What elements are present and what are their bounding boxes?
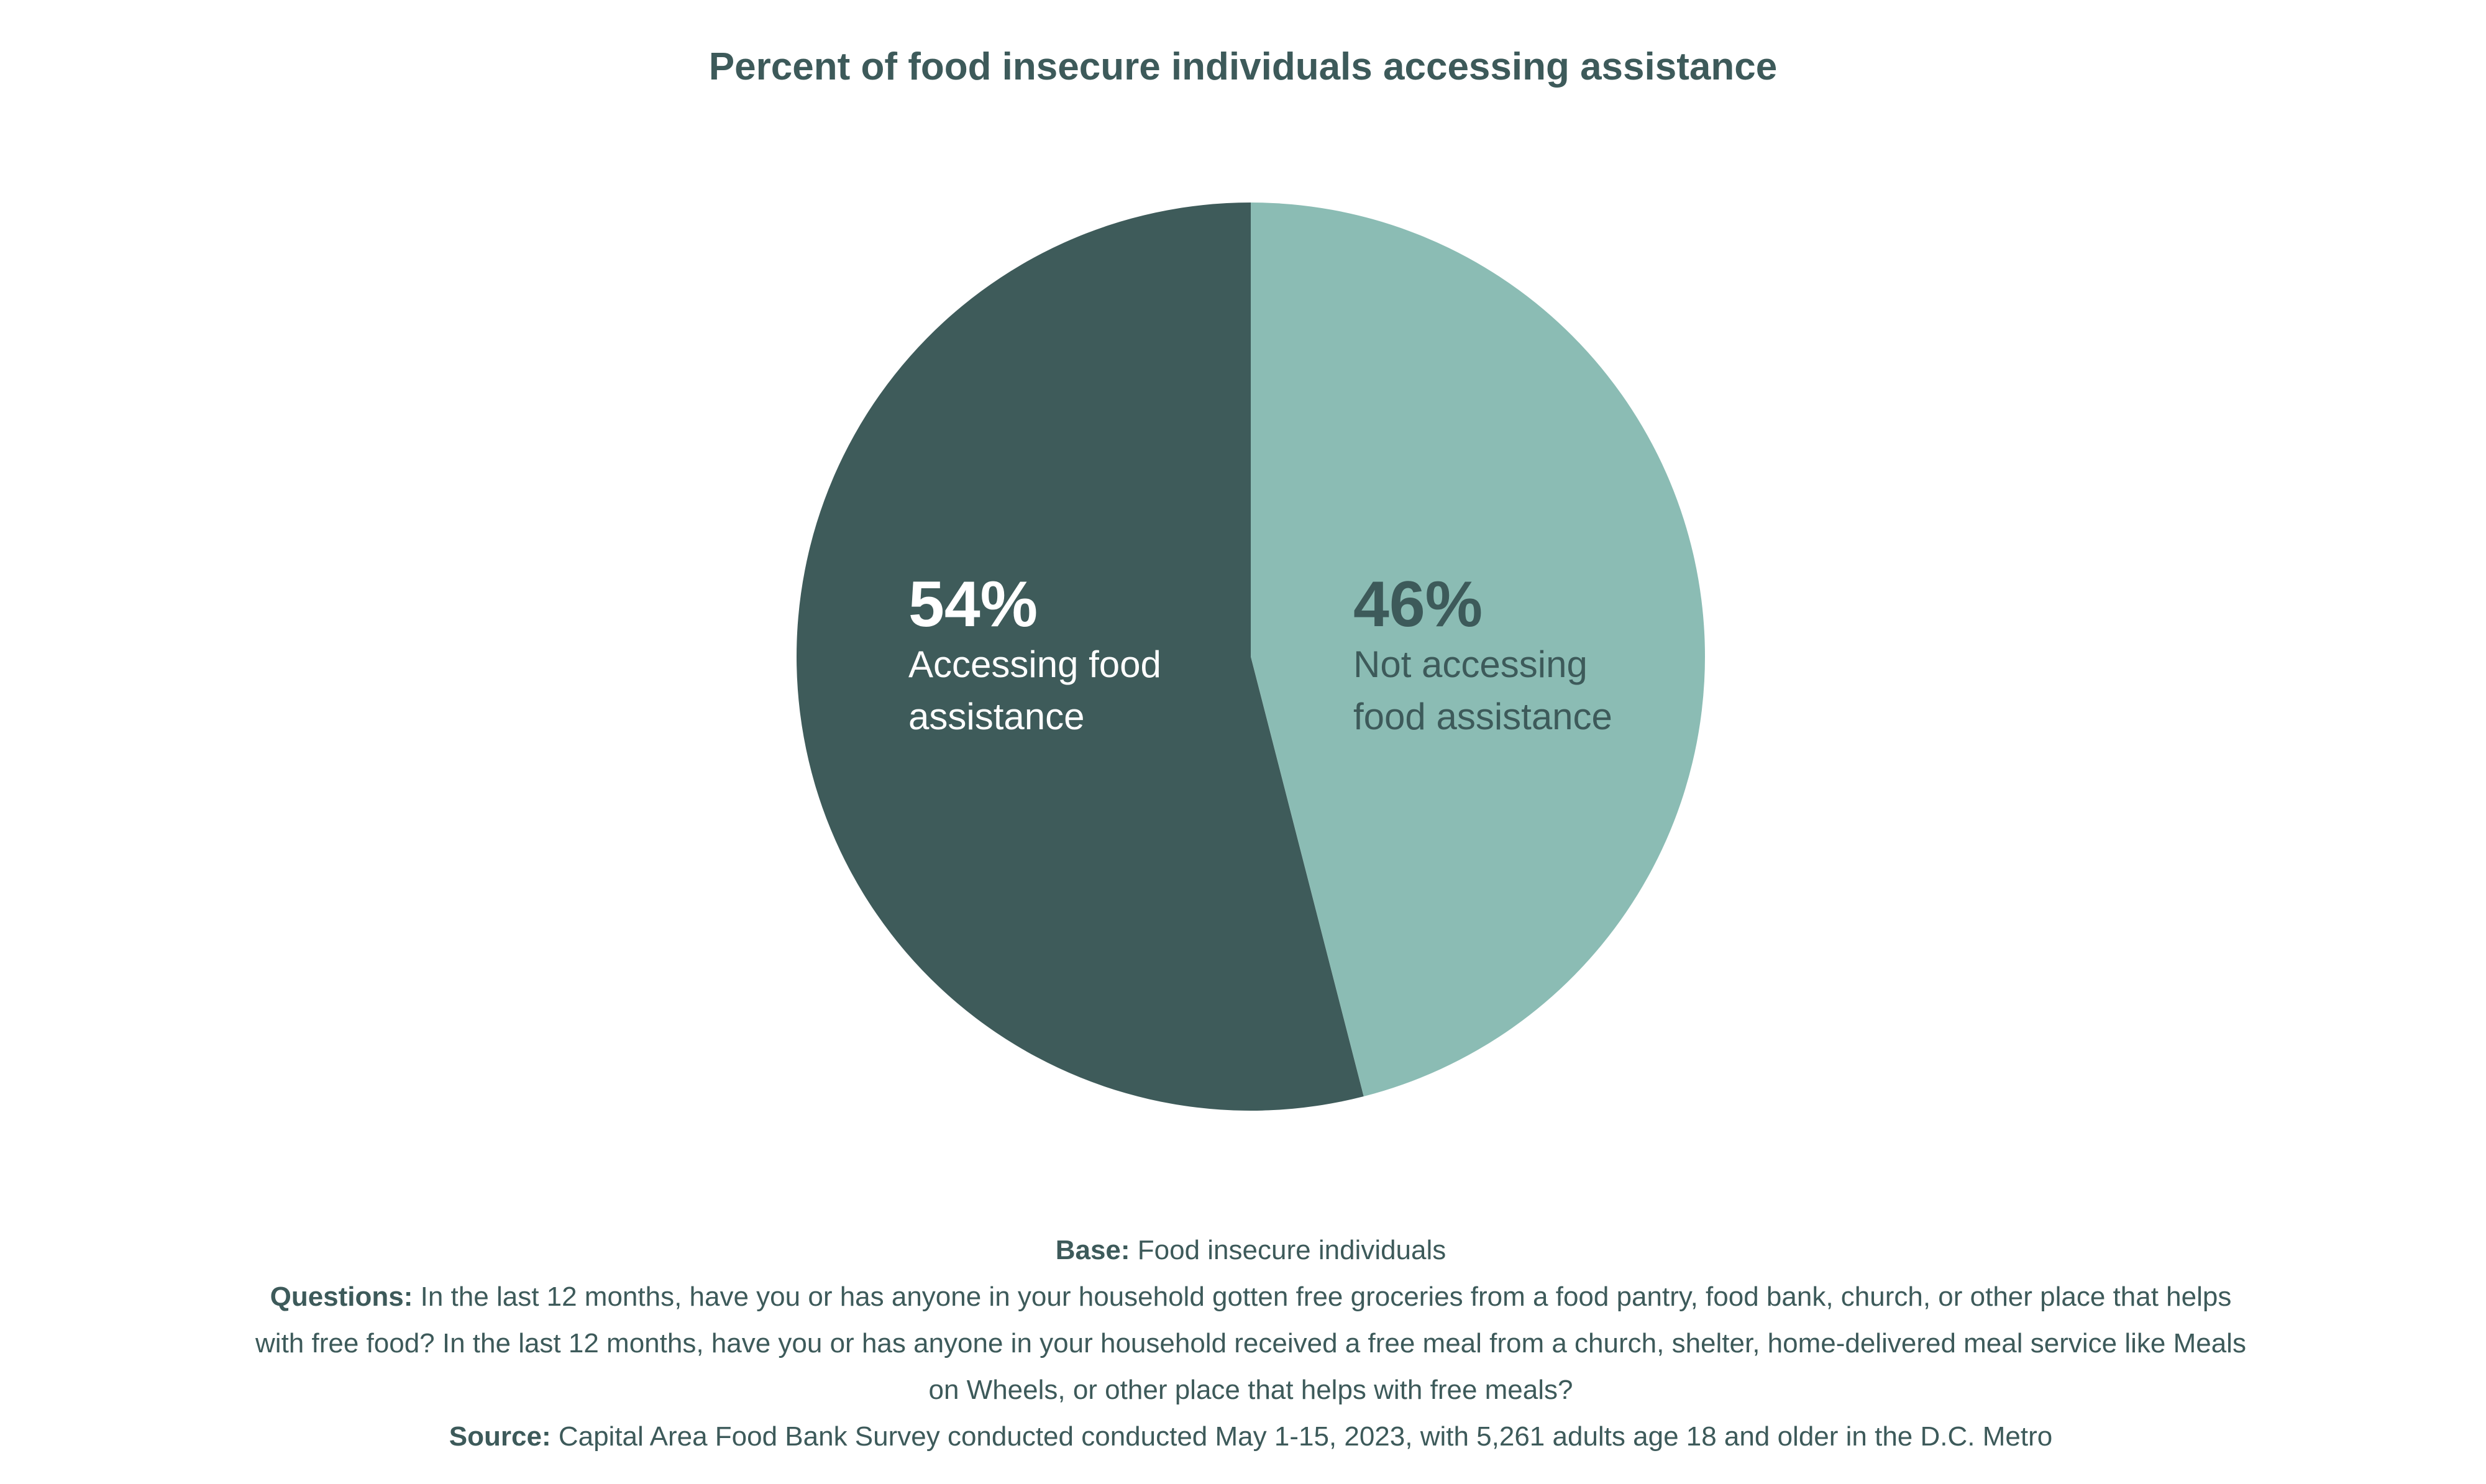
slice-value-label: 46% [1353,568,1483,640]
chart-footer: Base: Food insecure individuals Question… [249,1227,2253,1460]
source-text: Capital Area Food Bank Survey conducted … [551,1421,2053,1452]
base-note: Base: Food insecure individuals [249,1227,2253,1273]
chart-title: Percent of food insecure individuals acc… [708,45,1778,88]
slice-category-line: assistance [908,696,1085,737]
questions-note: Questions: In the last 12 months, have y… [249,1273,2253,1413]
slice-category-line: Accessing food [908,644,1161,685]
source-label: Source: [449,1421,551,1452]
base-text: Food insecure individuals [1130,1235,1446,1265]
slice-value-label: 54% [908,568,1038,640]
slice-category-line: Not accessing [1353,644,1588,685]
pie-slice-not-accessing [1251,203,1706,1097]
questions-label: Questions: [270,1281,413,1312]
questions-text: In the last 12 months, have you or has a… [255,1281,2246,1405]
slice-label-accessing: 54% Accessing food assistance [908,570,1207,743]
slice-category-line: food assistance [1353,696,1612,737]
pie-slice-accessing [797,203,1364,1111]
base-label: Base: [1055,1235,1130,1265]
slice-label-not-accessing: 46% Not accessing food assistance [1353,570,1652,743]
source-note: Source: Capital Area Food Bank Survey co… [249,1413,2253,1460]
